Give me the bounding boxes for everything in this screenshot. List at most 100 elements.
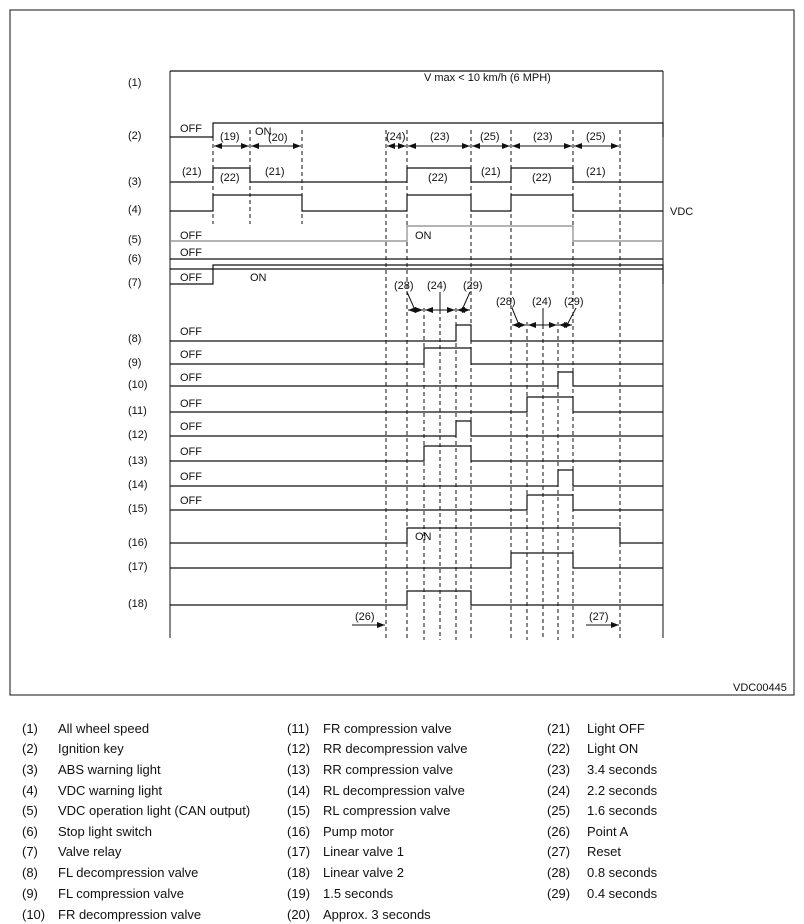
signal-row-8 — [170, 324, 663, 342]
figure-code: VDC00445 — [733, 682, 787, 694]
row-number: (8) — [128, 333, 141, 345]
legend-number: (22) — [547, 741, 571, 756]
legend-number: (24) — [547, 783, 571, 798]
legend-text: Pump motor — [323, 824, 394, 839]
signal-traces — [170, 70, 664, 606]
interval-24: (24) — [386, 131, 406, 143]
signal-row-10 — [170, 371, 663, 387]
signal-row-3 — [170, 167, 663, 183]
state-on-5: ON — [415, 230, 432, 242]
row-number: (5) — [128, 234, 141, 246]
state-off-10: OFF — [180, 372, 202, 384]
interval-25: (25) — [480, 131, 500, 143]
state-off-8: OFF — [180, 326, 202, 338]
signal-row-7 — [170, 264, 664, 285]
legend-text: Valve relay — [58, 844, 122, 859]
state-off-6: OFF — [180, 247, 202, 259]
pulse-29: (29) — [463, 280, 483, 292]
interval-dimensions — [214, 143, 619, 628]
row-number: (2) — [128, 130, 141, 142]
signal-row-9 — [170, 347, 663, 365]
legend-number: (3) — [22, 762, 38, 777]
signal-row-2 — [170, 122, 664, 138]
speed-note: V max < 10 km/h (6 MPH) — [424, 72, 551, 84]
legend-number: (8) — [22, 865, 38, 880]
row-number: (14) — [128, 479, 148, 491]
legend-text: VDC warning light — [58, 783, 163, 798]
label-21: (21) — [182, 166, 202, 178]
row-number: (16) — [128, 537, 148, 549]
legend-text: All wheel speed — [58, 721, 150, 736]
state-off-12: OFF — [180, 421, 202, 433]
legend-text: 0.8 seconds — [587, 865, 658, 880]
diagram-frame — [9, 9, 795, 696]
legend-text: Reset — [587, 844, 621, 859]
state-on-2: ON — [255, 126, 272, 138]
row-number: (15) — [128, 503, 148, 515]
legend-text: 2.2 seconds — [587, 783, 658, 798]
legend-number: (15) — [287, 803, 311, 818]
legend-number: (11) — [287, 721, 310, 736]
vdc-tag: VDC — [670, 206, 693, 218]
leader-line — [406, 291, 416, 311]
state-off-2: OFF — [180, 123, 202, 135]
legend: (1) All wheel speed (2) Ignition key (3) ABS … — [0, 712, 804, 924]
interval-25: (25) — [586, 131, 606, 143]
legend-number: (28) — [547, 865, 571, 880]
legend-text: Linear valve 2 — [323, 865, 404, 880]
leader-line — [461, 291, 471, 311]
legend-number: (2) — [22, 741, 38, 756]
state-off-7: OFF — [180, 272, 202, 284]
legend-text: FR compression valve — [323, 721, 452, 736]
legend-number: (5) — [22, 803, 38, 818]
pulse-28: (28) — [394, 280, 414, 292]
legend-text: 3.4 seconds — [587, 762, 658, 777]
legend-number: (10) — [22, 907, 46, 922]
legend-number: (19) — [287, 886, 311, 901]
legend-text: RL compression valve — [323, 803, 451, 818]
legend-text: FL compression valve — [58, 886, 184, 901]
signal-row-15 — [170, 494, 663, 511]
legend-number: (29) — [547, 886, 571, 901]
legend-text: Point A — [587, 824, 629, 839]
state-off-11: OFF — [180, 398, 202, 410]
legend-number: (25) — [547, 803, 571, 818]
row-number: (1) — [128, 77, 141, 89]
label-22: (22) — [532, 172, 552, 184]
pulse-24: (24) — [427, 280, 447, 292]
legend-number: (26) — [547, 824, 571, 839]
pulse-24: (24) — [532, 296, 552, 308]
row-number: (10) — [128, 379, 148, 391]
signal-row-11 — [170, 396, 663, 413]
label-22: (22) — [428, 172, 448, 184]
row-number: (12) — [128, 429, 148, 441]
signal-row-17 — [170, 552, 663, 569]
legend-number: (23) — [547, 762, 571, 777]
label-22: (22) — [220, 172, 240, 184]
interval-19: (19) — [220, 131, 240, 143]
legend-number: (20) — [287, 907, 311, 922]
legend-number: (21) — [547, 721, 571, 736]
pulse-28: (28) — [496, 296, 516, 308]
interval-23: (23) — [430, 131, 450, 143]
legend-text: FL decompression valve — [58, 865, 199, 880]
legend-text: Light ON — [587, 741, 639, 756]
row-numbers: (1) (2) (3) (4) (5) (6) (7) (8) (9) (10) (11) (12) (… — [128, 77, 148, 610]
legend-text: Ignition key — [58, 741, 124, 756]
pulse-29: (29) — [564, 296, 584, 308]
legend-number: (18) — [287, 865, 311, 880]
row-number: (4) — [128, 204, 141, 216]
point-a-label: (26) — [355, 611, 375, 623]
legend-number: (6) — [22, 824, 38, 839]
state-on-7: ON — [250, 272, 267, 284]
legend-text: 1.6 seconds — [587, 803, 658, 818]
signal-row-14 — [170, 469, 663, 487]
row-number: (17) — [128, 561, 148, 573]
timing-diagram: (1) (2) (3) (4) (5) (6) (7) (8) (9) (10) (11) (12) (… — [9, 9, 795, 696]
legend-number: (7) — [22, 844, 38, 859]
legend-number: (13) — [287, 762, 311, 777]
label-21: (21) — [265, 166, 285, 178]
legend-text: 1.5 seconds — [323, 886, 394, 901]
interval-23: (23) — [533, 131, 553, 143]
legend-number: (14) — [287, 783, 311, 798]
